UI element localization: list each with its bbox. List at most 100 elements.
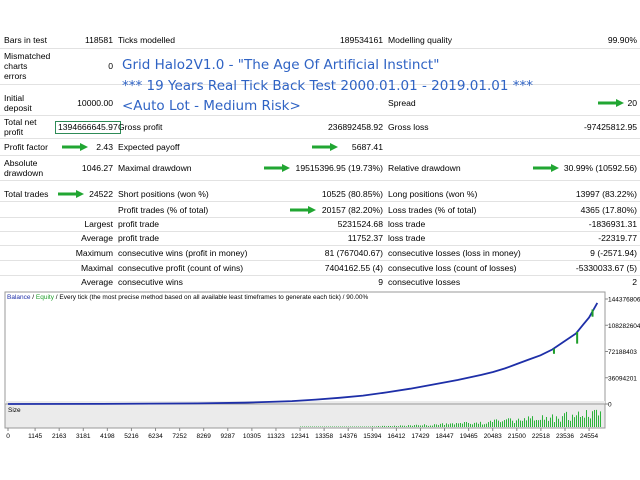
size-bar — [486, 423, 487, 427]
avg-profit-label: profit trade — [118, 233, 160, 243]
size-bar — [358, 426, 359, 427]
size-bar — [550, 417, 551, 427]
size-bar — [382, 425, 383, 427]
size-bar — [426, 425, 427, 427]
balance-series-line — [7, 302, 599, 405]
x-tick-label: 0 — [6, 433, 10, 440]
size-bar — [404, 425, 405, 427]
size-bar — [412, 425, 413, 427]
size-bar — [446, 423, 447, 427]
size-bar — [518, 418, 519, 427]
loss-trades-label: Loss trades (% of total) — [388, 205, 477, 215]
avg-cons-wins-value: 9 — [378, 277, 383, 287]
max-cons-losses-label: consecutive losses (loss in money) — [388, 248, 521, 258]
size-bar — [460, 422, 461, 427]
net-profit-value: 1394666645.97 — [55, 121, 121, 134]
size-bar — [538, 420, 539, 427]
size-bar — [520, 420, 521, 427]
size-bar — [560, 421, 561, 427]
x-tick-label: 12341 — [291, 433, 309, 440]
arrow-right-icon — [312, 143, 338, 151]
size-bar — [390, 426, 391, 427]
x-tick-label: 17429 — [411, 433, 429, 440]
size-bar — [546, 416, 547, 427]
size-bar — [400, 425, 401, 427]
size-bar — [466, 421, 467, 427]
size-bar — [386, 426, 387, 427]
largest-profit-label: profit trade — [118, 219, 160, 229]
abs-drawdown-value: 1046.27 — [81, 163, 113, 173]
size-bar — [372, 426, 373, 427]
size-bar — [596, 409, 597, 427]
size-bar — [452, 423, 453, 427]
long-positions-value: 13997 (83.22%) — [575, 189, 637, 199]
size-bar — [490, 420, 491, 427]
size-bar — [578, 411, 579, 427]
x-tick-label: 9287 — [221, 433, 236, 440]
deposit-label-2: deposit — [4, 103, 32, 113]
y-tick-label: 72188403 — [608, 349, 637, 356]
size-bar — [448, 424, 449, 427]
largest-loss-value: -1836931.31 — [588, 219, 637, 229]
size-bar — [350, 426, 351, 427]
short-positions-value: 10525 (80.85%) — [321, 189, 383, 199]
size-bar — [462, 423, 463, 427]
size-bar — [392, 426, 393, 427]
size-bar — [318, 426, 319, 427]
size-bar — [320, 426, 321, 427]
size-bar — [410, 425, 411, 427]
size-bar — [504, 420, 505, 427]
size-bar — [592, 411, 593, 427]
size-bar — [354, 426, 355, 427]
size-bar — [556, 416, 557, 427]
size-bar — [442, 423, 443, 427]
size-bar — [378, 426, 379, 427]
size-bar — [312, 426, 313, 427]
size-bar — [552, 414, 553, 427]
avg-profit-value: 11752.37 — [347, 233, 383, 243]
profit-factor-label: Profit factor — [4, 142, 48, 152]
size-bar — [544, 419, 545, 427]
average-label: Average — [81, 233, 113, 243]
size-bar — [302, 426, 303, 427]
maximal-profit-value: 7404162.55 (4) — [324, 263, 383, 273]
maximal-profit-label: consecutive profit (count of wins) — [118, 263, 244, 273]
size-bar — [304, 426, 305, 427]
largest-profit-value: 5231524.68 — [337, 219, 383, 229]
size-bar — [362, 426, 363, 427]
largest-label: Largest — [84, 219, 113, 229]
size-bar — [346, 426, 347, 427]
ticks-label: Ticks modelled — [118, 35, 175, 45]
size-bar — [588, 416, 589, 427]
size-bar — [384, 425, 385, 427]
size-bar — [572, 414, 573, 427]
x-tick-label: 22518 — [532, 433, 550, 440]
avg-cons-losses-label: consecutive losses — [388, 277, 461, 287]
size-bar — [512, 420, 513, 427]
rel-drawdown-label: Relative drawdown — [388, 163, 461, 173]
x-tick-label: 18447 — [436, 433, 454, 440]
size-bar — [306, 426, 307, 427]
size-bar — [522, 420, 523, 427]
y-tick-label: 144376806 — [608, 297, 640, 304]
size-bar — [310, 426, 311, 427]
size-bar — [424, 424, 425, 427]
y-tick-label: 108282604 — [608, 323, 640, 330]
net-profit-label-1: Total net — [4, 117, 37, 127]
spread-label: Spread — [388, 98, 416, 108]
short-positions-label: Short positions (won %) — [118, 189, 209, 199]
x-tick-label: 6234 — [148, 433, 163, 440]
size-bar — [380, 426, 381, 427]
size-bar — [414, 425, 415, 427]
ticks-value: 189534161 — [339, 35, 383, 45]
size-bar — [464, 421, 465, 427]
x-tick-label: 8269 — [196, 433, 211, 440]
deposit-label-1: Initial — [4, 93, 25, 103]
abs-drawdown-label-2: drawdown — [4, 168, 44, 178]
arrow-right-icon — [62, 143, 88, 151]
size-bar — [416, 424, 417, 427]
size-bar — [422, 425, 423, 427]
size-bar — [374, 426, 375, 427]
x-tick-label: 23536 — [556, 433, 574, 440]
x-tick-label: 4198 — [100, 433, 115, 440]
